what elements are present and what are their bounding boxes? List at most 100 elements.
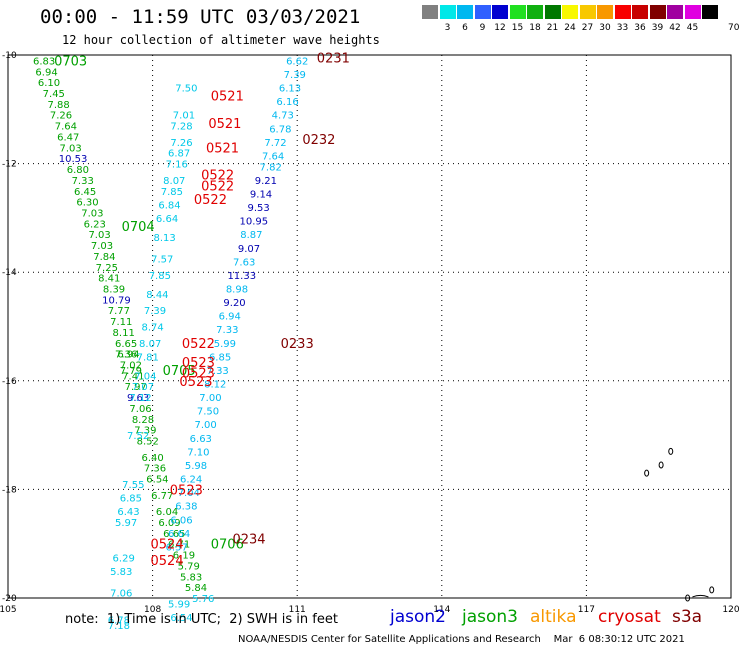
- wave-height-point: 6.65: [115, 339, 137, 350]
- y-tick-label: -14: [2, 268, 17, 278]
- wave-height-point: 6.71: [168, 540, 190, 551]
- wave-height-point: 7.85: [149, 271, 171, 282]
- wave-height-point: 7.52: [127, 431, 149, 442]
- coastline-shape: [692, 594, 709, 598]
- credit-line: NOAA/NESDIS Center for Satellite Applica…: [238, 634, 685, 645]
- wave-height-point: 6.65: [163, 529, 185, 540]
- color-scale-tick: 18: [529, 23, 541, 33]
- track-label: 0524: [151, 538, 184, 553]
- color-scale-swatch: [597, 5, 613, 19]
- wave-height-point: 5.83: [110, 567, 132, 578]
- x-tick-label: 117: [578, 605, 595, 615]
- track-label: 0705: [163, 364, 196, 379]
- wave-height-point: 7.07: [132, 382, 154, 393]
- wave-height-point: 7.01: [173, 111, 195, 122]
- wave-height-point: 7.03: [88, 230, 110, 241]
- track-label: 0521: [206, 141, 239, 156]
- island-shape: [685, 594, 691, 602]
- wave-height-point: 6.64: [156, 214, 178, 225]
- legend-item-altika: altika: [530, 607, 577, 627]
- y-tick-label: -12: [2, 160, 17, 170]
- wave-height-point: 8.52: [137, 437, 159, 448]
- wave-height-point: 7.88: [47, 100, 69, 111]
- color-scale-swatch: [544, 5, 561, 19]
- color-scale-tick: 24: [564, 23, 576, 33]
- legend-item-jason2: jason2: [390, 607, 446, 627]
- track-label: 0523: [182, 367, 215, 382]
- wave-height-point: 6.23: [84, 219, 106, 230]
- wave-height-point: 7.77: [108, 306, 130, 317]
- track-label: 0523: [182, 356, 215, 371]
- track-label: 0523: [170, 483, 203, 498]
- wave-height-point: 7.33: [207, 366, 229, 377]
- color-scale-tick: 15: [511, 23, 524, 33]
- wave-height-point: 6.09: [158, 518, 180, 529]
- wave-height-point: 6.13: [279, 84, 301, 95]
- x-tick-label: 114: [433, 605, 450, 615]
- wave-height-point: 6.78: [269, 124, 291, 135]
- y-tick-label: -10: [2, 51, 17, 61]
- island-shape: [644, 469, 650, 477]
- wave-height-point: 5.79: [178, 561, 200, 572]
- wave-height-point: 7.39: [144, 306, 166, 317]
- wave-height-point: 8.13: [154, 233, 176, 244]
- color-scale-tick: 30: [599, 23, 611, 33]
- wave-height-point: 8.07: [139, 339, 161, 350]
- track-label: 0234: [232, 532, 265, 547]
- wave-height-point: 7.72: [264, 138, 286, 149]
- wave-height-point: 6.40: [141, 453, 163, 464]
- wave-height-point: 6.94: [117, 350, 139, 361]
- track-label: 0231: [317, 52, 350, 67]
- wave-height-point: 7.33: [216, 325, 238, 336]
- wave-height-point: 6.78: [108, 616, 130, 627]
- color-scale-swatch: [457, 5, 473, 19]
- legend-item-jason3: jason3: [462, 607, 518, 627]
- wave-height-point: 7.04: [134, 371, 156, 382]
- wave-height-point: 6.54: [170, 613, 192, 624]
- color-scale-swatch: [492, 5, 508, 19]
- island-shape: [709, 586, 715, 594]
- island-shape: [668, 447, 674, 455]
- color-scale-swatch: [527, 5, 543, 19]
- wave-height-point: 6.24: [180, 475, 202, 486]
- wave-height-point: 7.36: [144, 464, 166, 475]
- x-tick-label: 105: [0, 605, 17, 615]
- wave-height-point: 6.29: [113, 553, 135, 564]
- wave-height-point: 7.64: [55, 122, 77, 133]
- wave-height-point: 6.06: [170, 515, 192, 526]
- color-scale-swatch: [649, 5, 666, 19]
- wave-height-point: 8.87: [240, 230, 262, 241]
- wave-height-point: 11.33: [227, 271, 256, 282]
- wave-height-point: 8.74: [141, 323, 163, 334]
- color-scale-tick: 12: [494, 23, 506, 33]
- wave-height-point: 8.28: [132, 415, 154, 426]
- wave-height-point: 7.26: [50, 111, 72, 122]
- color-scale-swatch: [667, 5, 683, 19]
- plot-frame: [7, 54, 732, 599]
- wave-height-point: 6.62: [286, 56, 308, 67]
- wave-height-point: 7.45: [43, 89, 65, 100]
- color-scale-swatch: [422, 5, 438, 19]
- color-scale-swatch: [632, 5, 648, 19]
- wave-height-point: 6.38: [175, 502, 197, 513]
- wave-height-point: 7.03: [91, 241, 113, 252]
- wave-height-point: 7.26: [170, 138, 192, 149]
- wave-height-point: 7.57: [151, 255, 173, 266]
- wave-height-point: 7.64: [262, 151, 284, 162]
- wave-height-point: 7.00: [194, 420, 216, 431]
- x-tick-label: 120: [722, 605, 739, 615]
- wave-height-point: 6.94: [219, 312, 241, 323]
- track-label: 0522: [194, 193, 227, 208]
- color-scale-tick: 42: [669, 23, 681, 33]
- track-label: 0521: [208, 117, 241, 132]
- wave-height-point: 4.73: [272, 111, 294, 122]
- wave-height-point: 7.39: [284, 70, 306, 81]
- track-label: 0522: [201, 168, 234, 183]
- track-label: 0703: [54, 54, 87, 69]
- color-scale-tick: 6: [462, 23, 468, 33]
- wave-height-point: 6.19: [173, 551, 195, 562]
- track-label: 0523: [179, 375, 212, 390]
- wave-height-point: 7.04: [178, 488, 200, 499]
- wave-height-point: 6.04: [156, 507, 178, 518]
- x-tick-label: 108: [144, 605, 161, 615]
